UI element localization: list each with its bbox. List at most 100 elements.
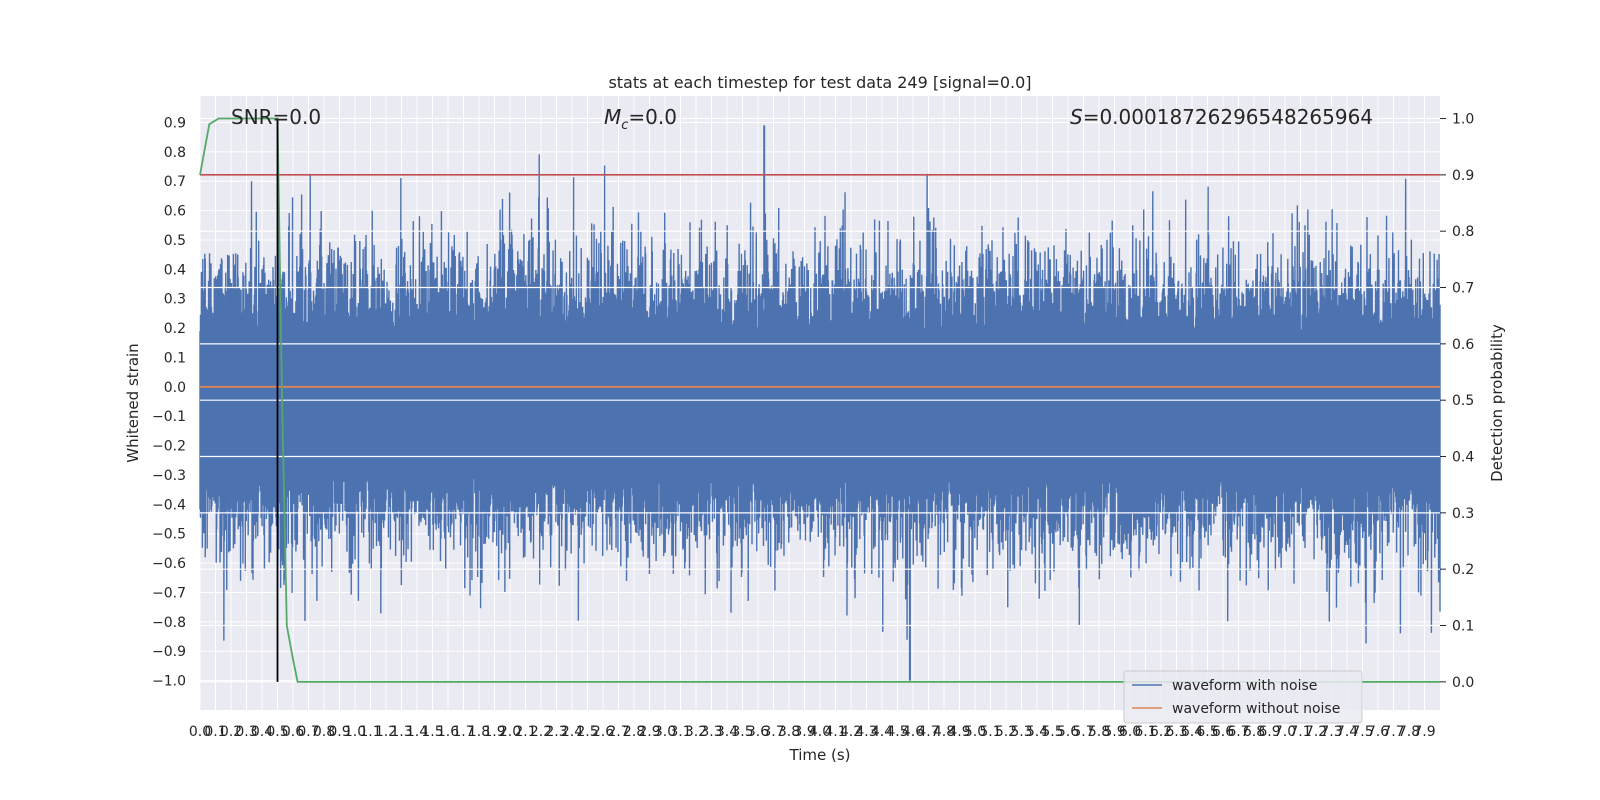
score-symbol: S <box>1070 105 1083 129</box>
x-tick-label: 2.2 <box>530 724 552 740</box>
y-tick-label: −0.5 <box>152 527 186 543</box>
y-axis-title: Whitened strain <box>124 343 142 462</box>
x-tick-label: 4.9 <box>948 724 970 740</box>
x-tick-label: 4.2 <box>840 724 862 740</box>
x-tick-label: 4.3 <box>855 724 877 740</box>
legend-label-without-noise: waveform without noise <box>1172 701 1340 717</box>
x-tick-label: 1.8 <box>468 724 490 740</box>
x-tick-label: 5.3 <box>1010 724 1032 740</box>
y-tick-label: 0.6 <box>164 204 186 220</box>
x-tick-label: 2.1 <box>514 724 536 740</box>
x-tick-label: 3.9 <box>793 724 815 740</box>
x-tick-label: 4.4 <box>871 724 893 740</box>
x-tick-label: 2.9 <box>638 724 660 740</box>
x-tick-label: 1.6 <box>437 724 459 740</box>
x-tick-label: 0.3 <box>235 724 257 740</box>
x-tick-label: 6.1 <box>1134 724 1156 740</box>
snr-annotation: SNR=0.0 <box>231 105 321 129</box>
chart-title: stats at each timestep for test data 249… <box>608 73 1031 92</box>
x-tick-label: 7.6 <box>1367 724 1389 740</box>
y-tick-label: 0.2 <box>164 321 186 337</box>
y-tick-label: −0.7 <box>152 585 186 601</box>
score-value: =0.00018726296548265964 <box>1083 105 1373 129</box>
x-tick-label: 5.8 <box>1088 724 1110 740</box>
x-tick-label: 4.6 <box>902 724 924 740</box>
x-tick-label: 0.9 <box>328 724 350 740</box>
x-tick-label: 0.8 <box>313 724 335 740</box>
series-lines <box>199 117 1440 683</box>
waveform-with-noise <box>199 125 1441 681</box>
x-tick-label: 6.8 <box>1243 724 1265 740</box>
x-tick-label: 7.2 <box>1305 724 1327 740</box>
x-tick-label: 5.2 <box>995 724 1017 740</box>
y2-tick-label: 0.1 <box>1452 619 1474 635</box>
y-tick-label: 0.4 <box>164 262 186 278</box>
chirp-mass-annotation: Mc=0.0 <box>604 105 677 133</box>
y-tick-label: 0.7 <box>164 174 186 190</box>
x-tick-label: 7.7 <box>1382 724 1404 740</box>
x-tick-label: 5.7 <box>1072 724 1094 740</box>
x-tick-label: 1.9 <box>483 724 505 740</box>
x-tick-label: 3.2 <box>685 724 707 740</box>
x-tick-label: 7.9 <box>1413 724 1435 740</box>
x-tick-label: 7.8 <box>1398 724 1420 740</box>
x-tick-label: 4.0 <box>809 724 831 740</box>
y2-tick-label: 0.8 <box>1452 224 1474 240</box>
y-tick-label: −0.4 <box>152 497 186 513</box>
x-tick-label: 2.8 <box>623 724 645 740</box>
legend-box <box>1123 670 1363 724</box>
y2-tick-label: 0.7 <box>1452 281 1474 297</box>
x-tick-label: 0.0 <box>189 724 211 740</box>
y2-tick-label: 0.6 <box>1452 337 1474 353</box>
y-tick-labels: 0.9 0.8 0.7 0.6 0.5 0.4 0.3 0.2 0.1 0.0 −0.1 −0.2 −0… <box>152 115 186 689</box>
score-annotation: S=0.00018726296548265964 <box>1070 105 1373 129</box>
x-tick-label: 7.5 <box>1351 724 1373 740</box>
x-tick-label: 4.7 <box>917 724 939 740</box>
x-tick-label: 3.5 <box>731 724 753 740</box>
y-tick-label: −1.0 <box>152 674 186 690</box>
x-tick-label: 4.1 <box>824 724 846 740</box>
noise-trace <box>199 154 1441 644</box>
x-tick-label: 7.4 <box>1336 724 1358 740</box>
detection-probability-line <box>199 117 1440 683</box>
y-tick-label: 0.1 <box>164 350 186 366</box>
y2-tick-label: 0.0 <box>1452 675 1474 691</box>
y2-tick-label: 0.2 <box>1452 562 1474 578</box>
x-tick-label: 6.9 <box>1258 724 1280 740</box>
y-tick-label: −0.2 <box>152 439 186 455</box>
x-tick-label: 2.4 <box>561 724 583 740</box>
x-tick-label: 1.3 <box>390 724 412 740</box>
x-tick-label: 2.3 <box>545 724 567 740</box>
x-tick-label: 4.5 <box>886 724 908 740</box>
x-tick-label: 5.6 <box>1057 724 1079 740</box>
x-tick-label: 1.2 <box>375 724 397 740</box>
x-tick-label: 3.4 <box>716 724 738 740</box>
x-axis-title: Time (s) <box>789 746 851 764</box>
x-tick-label: 3.0 <box>654 724 676 740</box>
y-tick-label: −0.9 <box>152 644 186 660</box>
y-tick-label: −0.8 <box>152 615 186 631</box>
legend: waveform with noise waveform without noi… <box>1123 670 1363 724</box>
x-tick-label: 4.8 <box>933 724 955 740</box>
x-tick-label: 6.5 <box>1196 724 1218 740</box>
x-tick-label: 0.2 <box>220 724 242 740</box>
x-tick-label: 3.7 <box>762 724 784 740</box>
x-tick-label: 6.6 <box>1212 724 1234 740</box>
x-tick-label: 0.5 <box>266 724 288 740</box>
x-tick-label: 6.3 <box>1165 724 1187 740</box>
x-tick-label: 6.4 <box>1181 724 1203 740</box>
x-tick-label: 3.6 <box>747 724 769 740</box>
y-tick-label: 0.8 <box>164 145 186 161</box>
y2-tick-labels: 1.0 0.9 0.8 0.7 0.6 0.5 0.4 0.3 0.2 0.1 0.0 <box>1440 112 1474 691</box>
x-tick-label: 5.9 <box>1103 724 1125 740</box>
x-tick-label: 3.8 <box>778 724 800 740</box>
x-tick-label: 7.3 <box>1320 724 1342 740</box>
y2-tick-label: 0.5 <box>1452 393 1474 409</box>
x-tick-label: 5.4 <box>1026 724 1048 740</box>
y2-axis-title: Detection probability <box>1488 324 1506 482</box>
x-tick-label: 3.1 <box>669 724 691 740</box>
x-tick-labels: 0.00.10.20.30.40.50.60.70.80.91.01.11.21… <box>189 724 1436 740</box>
chirp-mass-value: =0.0 <box>628 105 677 129</box>
y-tick-label: −0.6 <box>152 556 186 572</box>
y2-tick-label: 0.9 <box>1452 168 1474 184</box>
